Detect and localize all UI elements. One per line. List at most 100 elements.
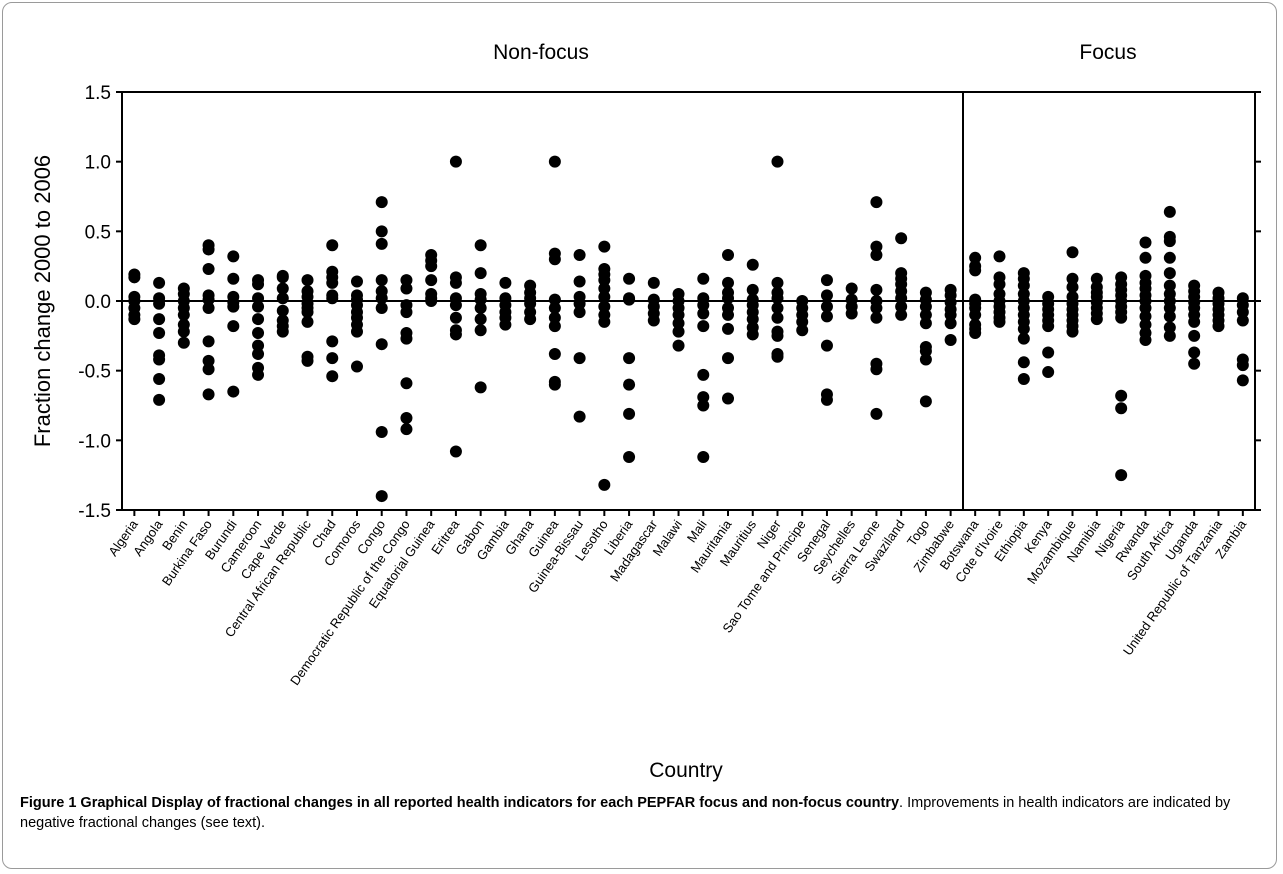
data-point bbox=[1115, 469, 1128, 482]
data-point bbox=[449, 311, 462, 324]
data-point bbox=[227, 272, 240, 285]
data-point bbox=[276, 304, 289, 317]
data-point bbox=[375, 301, 388, 314]
data-point bbox=[598, 290, 611, 303]
data-point bbox=[202, 388, 215, 401]
data-point bbox=[375, 292, 388, 305]
data-point bbox=[1115, 389, 1128, 402]
data-point bbox=[252, 339, 265, 352]
data-point bbox=[820, 274, 833, 287]
data-point bbox=[548, 378, 561, 391]
data-point bbox=[870, 240, 883, 253]
data-point bbox=[177, 308, 190, 321]
data-point bbox=[252, 313, 265, 326]
data-point bbox=[598, 478, 611, 491]
data-point bbox=[1042, 320, 1055, 333]
y-tick-label: -1.5 bbox=[78, 501, 111, 522]
data-point bbox=[153, 353, 166, 366]
data-point bbox=[301, 306, 314, 319]
data-point bbox=[252, 368, 265, 381]
data-point bbox=[722, 308, 735, 321]
data-point bbox=[993, 250, 1006, 263]
y-tick-label: 1.0 bbox=[85, 153, 111, 174]
data-point bbox=[276, 292, 289, 305]
data-point bbox=[598, 315, 611, 328]
data-point bbox=[375, 274, 388, 287]
data-point bbox=[796, 324, 809, 337]
data-point bbox=[672, 325, 685, 338]
data-point bbox=[252, 300, 265, 313]
data-point bbox=[276, 325, 289, 338]
data-point bbox=[820, 289, 833, 302]
data-point bbox=[153, 393, 166, 406]
data-point bbox=[252, 327, 265, 340]
data-point bbox=[573, 275, 586, 288]
data-point bbox=[870, 196, 883, 209]
data-point bbox=[400, 423, 413, 436]
scatter-chart: -1.5-1.0-0.50.00.51.01.5 AlgeriaAngolaBe… bbox=[30, 41, 1261, 782]
data-point bbox=[870, 301, 883, 314]
data-point bbox=[1017, 332, 1030, 345]
y-tick-label: -1.0 bbox=[78, 431, 111, 452]
data-point bbox=[326, 335, 339, 348]
data-point bbox=[623, 293, 636, 306]
data-point bbox=[647, 276, 660, 289]
data-point bbox=[375, 490, 388, 503]
data-point bbox=[350, 360, 363, 373]
data-point bbox=[1115, 402, 1128, 415]
data-point bbox=[400, 332, 413, 345]
data-point bbox=[796, 315, 809, 328]
data-point bbox=[944, 308, 957, 321]
data-point bbox=[573, 249, 586, 262]
data-point bbox=[1188, 346, 1201, 359]
data-point bbox=[227, 300, 240, 313]
data-point bbox=[548, 301, 561, 314]
data-point bbox=[697, 299, 710, 312]
data-point bbox=[672, 308, 685, 321]
data-point bbox=[1139, 318, 1152, 331]
data-point bbox=[524, 297, 537, 310]
data-point bbox=[548, 347, 561, 360]
data-point bbox=[375, 237, 388, 250]
data-point bbox=[1163, 310, 1176, 323]
data-point bbox=[722, 292, 735, 305]
data-point bbox=[870, 311, 883, 324]
data-point bbox=[697, 307, 710, 320]
data-point bbox=[400, 377, 413, 390]
data-point bbox=[1163, 235, 1176, 248]
data-point bbox=[746, 283, 759, 296]
data-point bbox=[672, 317, 685, 330]
data-point bbox=[1163, 301, 1176, 314]
data-point bbox=[1163, 267, 1176, 280]
data-point bbox=[722, 249, 735, 262]
data-point bbox=[746, 258, 759, 271]
data-point bbox=[227, 385, 240, 398]
data-point bbox=[1066, 272, 1079, 285]
data-point bbox=[722, 276, 735, 289]
data-point bbox=[895, 232, 908, 245]
data-point bbox=[919, 300, 932, 313]
data-point bbox=[474, 313, 487, 326]
data-point bbox=[697, 272, 710, 285]
data-point bbox=[1139, 251, 1152, 264]
data-point bbox=[400, 274, 413, 287]
data-point bbox=[1236, 306, 1249, 319]
data-point bbox=[474, 267, 487, 280]
data-point bbox=[919, 353, 932, 366]
data-point bbox=[1163, 205, 1176, 218]
data-point bbox=[672, 339, 685, 352]
panel-label-nonfocus: Non-focus bbox=[493, 41, 589, 64]
data-point bbox=[969, 308, 982, 321]
data-point bbox=[548, 320, 561, 333]
data-point bbox=[326, 370, 339, 383]
data-point bbox=[177, 336, 190, 349]
data-point bbox=[252, 278, 265, 291]
data-point bbox=[301, 354, 314, 367]
y-tick-label: -0.5 bbox=[78, 362, 111, 383]
figure-caption: Figure 1 Graphical Display of fractional… bbox=[20, 793, 1255, 833]
data-point bbox=[1042, 366, 1055, 379]
data-point bbox=[598, 274, 611, 287]
data-point bbox=[820, 300, 833, 313]
data-point bbox=[697, 399, 710, 412]
